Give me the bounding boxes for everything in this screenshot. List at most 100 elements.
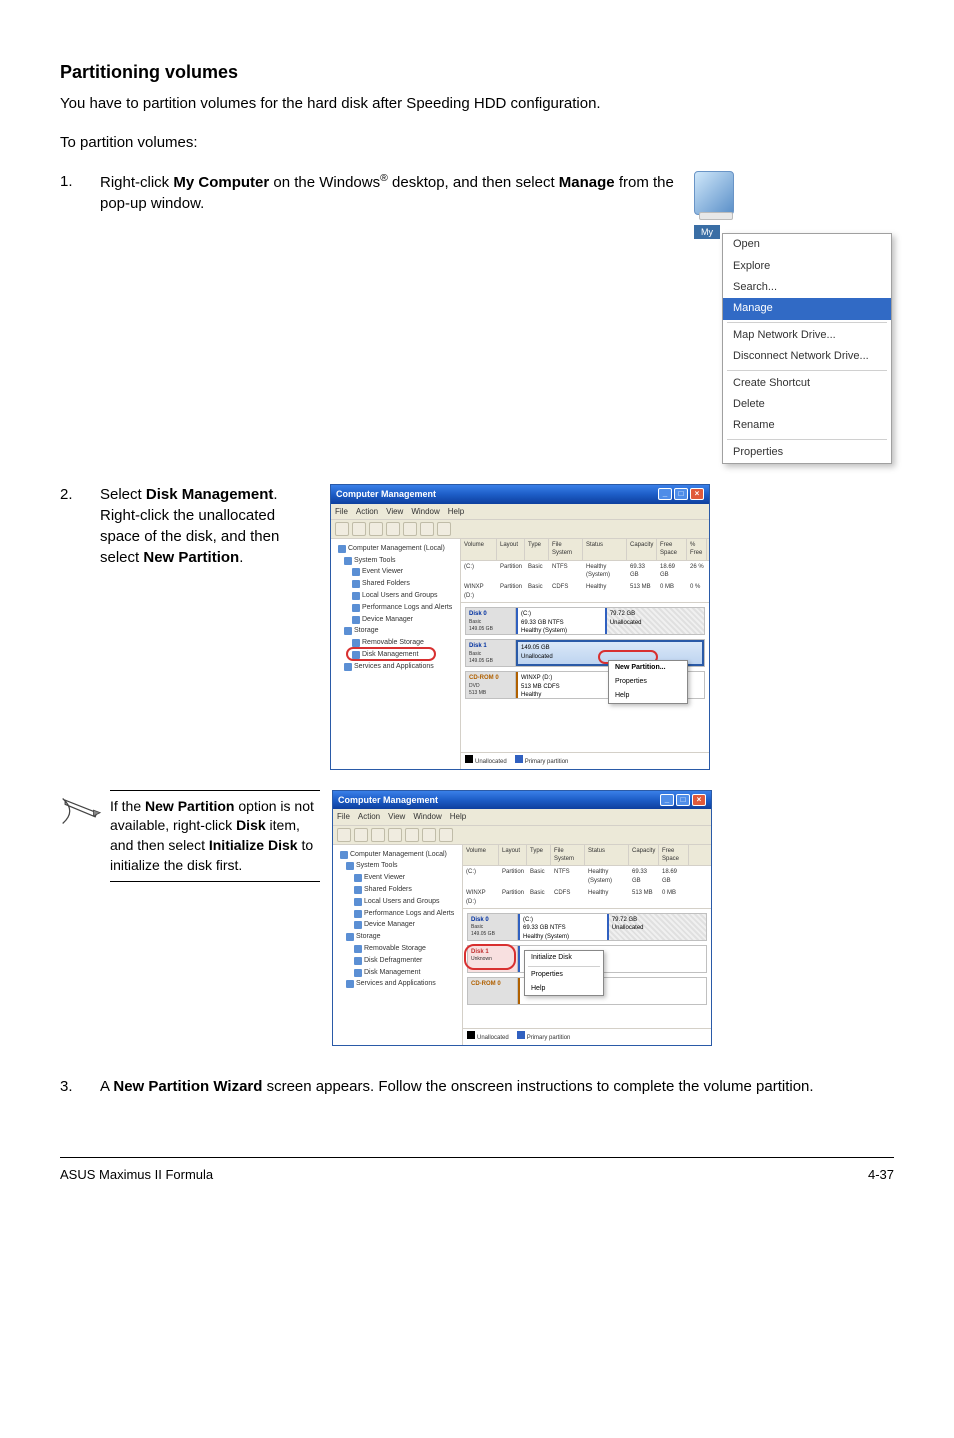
tree-system-tools[interactable]: System Tools xyxy=(334,555,457,567)
list-row-1[interactable]: (C:) Partition Basic NTFS Healthy (Syste… xyxy=(461,561,709,582)
col-capacity[interactable]: Capacity xyxy=(627,539,657,560)
ctx-new-partition[interactable]: New Partition... xyxy=(609,661,687,675)
ctx-shortcut[interactable]: Create Shortcut xyxy=(723,373,891,394)
list-row-2[interactable]: WINXP (D:) Partition Basic CDFS Healthy … xyxy=(461,581,709,602)
tree-users[interactable]: Local Users and Groups xyxy=(334,590,457,602)
disk-0-vol-c-2[interactable]: (C:) 69.33 GB NTFS Healthy (System) xyxy=(518,914,607,940)
tree-diskmgmt[interactable]: Disk Management xyxy=(334,649,457,661)
max-button-2[interactable]: □ xyxy=(676,794,690,806)
tree-services-2[interactable]: Services and Applications xyxy=(336,978,459,990)
close-button-1[interactable]: × xyxy=(690,488,704,500)
tree-root-2[interactable]: Computer Management (Local) xyxy=(336,849,459,861)
tree-services[interactable]: Services and Applications xyxy=(334,661,457,673)
tree-shared-2[interactable]: Shared Folders xyxy=(336,884,459,896)
menu-window-1[interactable]: Window xyxy=(411,506,439,517)
ctx-search[interactable]: Search... xyxy=(723,277,891,298)
col-layout-2[interactable]: Layout xyxy=(499,845,527,866)
my-computer-icon[interactable] xyxy=(694,171,734,215)
tree-shared[interactable]: Shared Folders xyxy=(334,578,457,590)
menu-action-2[interactable]: Action xyxy=(358,811,380,822)
ctx-properties-inner[interactable]: Properties xyxy=(609,675,687,689)
ctx-disconnect[interactable]: Disconnect Network Drive... xyxy=(723,346,891,367)
ctx-delete[interactable]: Delete xyxy=(723,394,891,415)
toolbar-icon[interactable] xyxy=(352,522,366,536)
toolbar-icon[interactable] xyxy=(335,522,349,536)
ctx-help-inner-2[interactable]: Help xyxy=(525,982,603,996)
toolbar-icon[interactable] xyxy=(369,522,383,536)
min-button-2[interactable]: _ xyxy=(660,794,674,806)
toolbar-icon[interactable] xyxy=(420,522,434,536)
menu-action-1[interactable]: Action xyxy=(356,506,378,517)
toolbar-icon[interactable] xyxy=(437,522,451,536)
tree-device-2[interactable]: Device Manager xyxy=(336,919,459,931)
tree-defrag-2[interactable]: Disk Defragmenter xyxy=(336,955,459,967)
ctx-properties-inner-2[interactable]: Properties xyxy=(525,968,603,982)
disk-1-vol-unalloc[interactable]: 149.05 GB Unallocated New Partition... P… xyxy=(516,640,704,666)
tree-diskmgmt-2[interactable]: Disk Management xyxy=(336,967,459,979)
disk-1-label[interactable]: Disk 1 Basic 149.05 GB xyxy=(466,640,516,666)
col-status-2[interactable]: Status xyxy=(585,845,629,866)
toolbar-icon[interactable] xyxy=(354,828,368,842)
ctx-rename[interactable]: Rename xyxy=(723,415,891,436)
min-button-1[interactable]: _ xyxy=(658,488,672,500)
disk-0-label[interactable]: Disk 0 Basic 149.05 GB xyxy=(466,608,516,634)
menu-help-1[interactable]: Help xyxy=(448,506,464,517)
toolbar-icon[interactable] xyxy=(422,828,436,842)
disk-0-vol-c[interactable]: (C:) 69.33 GB NTFS Healthy (System) xyxy=(516,608,605,634)
list-row-1b[interactable]: (C:) Partition Basic NTFS Healthy (Syste… xyxy=(463,866,711,887)
col-status[interactable]: Status xyxy=(583,539,627,560)
toolbar-icon[interactable] xyxy=(403,522,417,536)
menu-view-1[interactable]: View xyxy=(386,506,403,517)
ctx-open[interactable]: Open xyxy=(723,234,891,255)
tree-perf-2[interactable]: Performance Logs and Alerts xyxy=(336,908,459,920)
cdrom-label-2[interactable]: CD-ROM 0 xyxy=(468,978,518,1004)
close-button-2[interactable]: × xyxy=(692,794,706,806)
tree-event-viewer[interactable]: Event Viewer xyxy=(334,566,457,578)
tree-storage[interactable]: Storage xyxy=(334,625,457,637)
ctx-explore[interactable]: Explore xyxy=(723,256,891,277)
menu-help-2[interactable]: Help xyxy=(450,811,466,822)
ctx-manage[interactable]: Manage xyxy=(723,298,891,319)
tree-event-viewer-2[interactable]: Event Viewer xyxy=(336,872,459,884)
col-volume[interactable]: Volume xyxy=(461,539,497,560)
menu-window-2[interactable]: Window xyxy=(413,811,441,822)
toolbar-icon[interactable] xyxy=(371,828,385,842)
tree-perf[interactable]: Performance Logs and Alerts xyxy=(334,602,457,614)
disk-0-vol-unalloc[interactable]: 79.72 GB Unallocated xyxy=(605,608,704,634)
menu-file-2[interactable]: File xyxy=(337,811,350,822)
tree-system-tools-2[interactable]: System Tools xyxy=(336,860,459,872)
toolbar-icon[interactable] xyxy=(439,828,453,842)
col-fs-2[interactable]: File System xyxy=(551,845,585,866)
cdrom-label[interactable]: CD-ROM 0 DVD 513 MB xyxy=(466,672,516,698)
col-pct[interactable]: % Free xyxy=(687,539,707,560)
col-free-2[interactable]: Free Space xyxy=(659,845,689,866)
disk-1-label-2[interactable]: Disk 1 Unknown xyxy=(468,946,518,972)
list-row-2b[interactable]: WINXP (D:) Partition Basic CDFS Healthy … xyxy=(463,887,711,908)
disk-0-label-2[interactable]: Disk 0 Basic 149.05 GB xyxy=(468,914,518,940)
col-free[interactable]: Free Space xyxy=(657,539,687,560)
toolbar-icon[interactable] xyxy=(405,828,419,842)
toolbar-icon[interactable] xyxy=(386,522,400,536)
tree-removable[interactable]: Removable Storage xyxy=(334,637,457,649)
ctx-map[interactable]: Map Network Drive... xyxy=(723,325,891,346)
col-capacity-2[interactable]: Capacity xyxy=(629,845,659,866)
col-layout[interactable]: Layout xyxy=(497,539,525,560)
ctx-properties[interactable]: Properties xyxy=(723,442,891,463)
tree-users-2[interactable]: Local Users and Groups xyxy=(336,896,459,908)
menu-view-2[interactable]: View xyxy=(388,811,405,822)
menu-file-1[interactable]: File xyxy=(335,506,348,517)
disk-1-vol-2[interactable]: Initialize Disk Properties Help xyxy=(518,946,706,972)
col-type[interactable]: Type xyxy=(525,539,549,560)
col-fs[interactable]: File System xyxy=(549,539,583,560)
ctx-initialize-disk[interactable]: Initialize Disk xyxy=(525,951,603,965)
col-type-2[interactable]: Type xyxy=(527,845,551,866)
ctx-help-inner[interactable]: Help xyxy=(609,689,687,703)
tree-removable-2[interactable]: Removable Storage xyxy=(336,943,459,955)
toolbar-icon[interactable] xyxy=(388,828,402,842)
max-button-1[interactable]: □ xyxy=(674,488,688,500)
tree-root[interactable]: Computer Management (Local) xyxy=(334,543,457,555)
disk-0-vol-unalloc-2[interactable]: 79.72 GB Unallocated xyxy=(607,914,706,940)
tree-device[interactable]: Device Manager xyxy=(334,614,457,626)
tree-storage-2[interactable]: Storage xyxy=(336,931,459,943)
toolbar-icon[interactable] xyxy=(337,828,351,842)
